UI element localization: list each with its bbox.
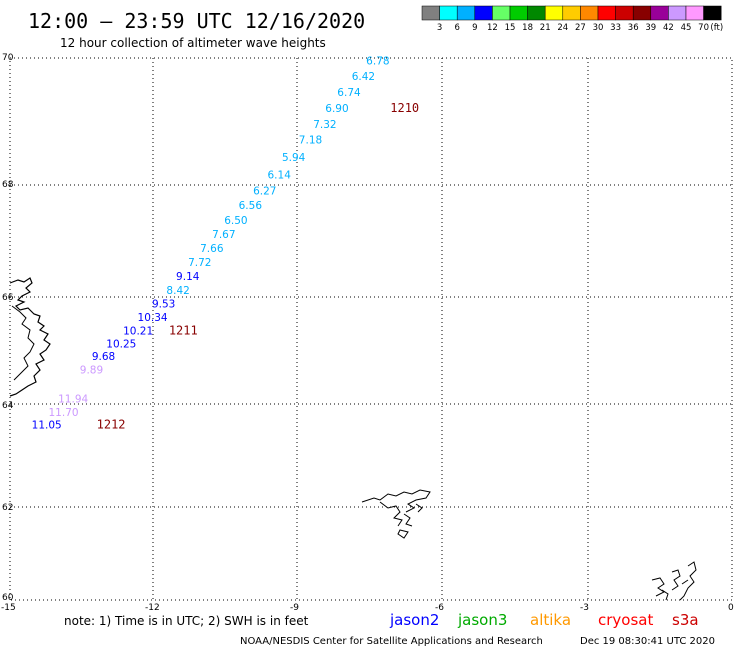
x-tick-minus12: -12 [145, 603, 160, 613]
color-legend: 3 6 9 12 15 18 21 24 27 30 33 36 39 42 45 70 (ft) [421, 5, 723, 33]
wave-height-value: 9.53 [152, 299, 175, 311]
legend-label: 33 [610, 23, 621, 33]
legend-swatch [580, 5, 599, 21]
x-tick-minus9: -9 [290, 603, 299, 613]
wave-height-value: 10.25 [106, 338, 136, 350]
map-frame [9, 57, 733, 601]
legend-swatch [615, 5, 634, 21]
wave-height-value: 9.68 [92, 351, 115, 363]
legend-swatch [632, 5, 652, 21]
x-tick-minus6: -6 [435, 603, 444, 613]
y-tick-68: 68 [2, 180, 14, 190]
legend-swatch [474, 5, 493, 21]
y-tick-70: 70 [2, 53, 14, 63]
legend-label: 42 [663, 23, 674, 33]
legend-label: 3 [437, 23, 442, 33]
time-label: 1210 [390, 101, 419, 115]
map-grid [9, 57, 733, 601]
wave-height-value: 5.94 [282, 152, 306, 164]
legend-label: 27 [575, 23, 586, 33]
legend-swatch [562, 5, 581, 21]
legend-swatch [685, 5, 704, 21]
legend-label: 24 [557, 23, 568, 33]
legend-swatch [509, 5, 528, 21]
legend-swatch [439, 5, 458, 21]
shetland-islands [651, 561, 697, 601]
wave-height-value: 6.50 [224, 215, 247, 227]
mission-legend: jason2 jason3 altika cryosat s3a [389, 611, 699, 629]
legend-label: 6 [454, 23, 459, 33]
wave-height-value: 6.27 [253, 186, 276, 198]
legend-label: 45 [681, 23, 692, 33]
wave-height-value: 7.67 [212, 229, 235, 241]
wave-height-value: 6.56 [239, 200, 263, 212]
legend-swatch [650, 5, 669, 21]
footer-note: note: 1) Time is in UTC; 2) SWH is in fe… [64, 614, 309, 628]
wave-height-value: 11.70 [49, 407, 79, 419]
iceland-coastline [9, 277, 51, 397]
legend-swatch [597, 5, 616, 21]
wave-height-value: 6.42 [352, 71, 375, 83]
mission-label-jason3: jason3 [457, 611, 507, 629]
wave-height-value: 6.14 [268, 170, 292, 182]
footer-credit: NOAA/NESDIS Center for Satellite Applica… [240, 636, 543, 647]
legend-label: 18 [522, 23, 533, 33]
legend-swatch [668, 5, 687, 21]
legend-label: 9 [472, 23, 477, 33]
mission-label-cryosat: cryosat [598, 611, 653, 629]
wave-height-value: 9.89 [80, 365, 103, 377]
map-title: 12:00 – 23:59 UTC 12/16/2020 [28, 9, 365, 33]
legend-swatch [703, 5, 722, 21]
wave-height-value: 6.74 [337, 87, 361, 99]
iceland-coastline-inner [11, 305, 35, 381]
wave-height-value: 9.14 [176, 271, 200, 283]
time-labels: 1210 1211 1212 [97, 101, 420, 432]
wave-height-value: 7.66 [200, 243, 224, 255]
legend-label: 36 [628, 23, 639, 33]
legend-label: 30 [593, 23, 604, 33]
mission-label-jason2: jason2 [389, 611, 439, 629]
time-label: 1211 [169, 323, 198, 337]
y-tick-64: 64 [2, 401, 14, 411]
legend-swatch [492, 5, 511, 21]
wave-height-value: 7.18 [299, 135, 322, 147]
wave-height-value: 10.34 [138, 312, 168, 324]
legend-swatch [544, 5, 564, 21]
legend-swatch [456, 5, 476, 21]
wave-height-value: 7.72 [188, 257, 211, 269]
legend-label: 21 [540, 23, 551, 33]
wave-height-value: 8.42 [166, 285, 189, 297]
legend-label: 70 [698, 23, 709, 33]
time-label: 1212 [97, 418, 126, 432]
wave-height-value: 7.32 [313, 119, 336, 131]
x-tick-minus15: -15 [1, 603, 16, 613]
y-tick-66: 66 [2, 293, 14, 303]
wave-height-value: 11.94 [58, 393, 88, 405]
wave-height-value: 6.90 [325, 103, 348, 115]
legend-swatch [527, 5, 546, 21]
mission-label-altika: altika [530, 611, 571, 629]
wave-height-value: 10.21 [123, 325, 153, 337]
mission-label-s3a: s3a [672, 611, 699, 629]
wave-height-value: 11.05 [32, 420, 62, 432]
x-tick-minus3: -3 [580, 603, 589, 613]
legend-swatch [421, 5, 440, 21]
wave-height-track: 6.78 6.42 6.74 6.90 7.32 7.18 5.94 6.14 6.27 6.56… [32, 55, 390, 431]
footer-timestamp: Dec 19 08:30:41 UTC 2020 [580, 636, 715, 647]
legend-unit: (ft) [710, 23, 723, 33]
map-subtitle: 12 hour collection of altimeter wave hei… [60, 36, 326, 50]
faroe-islands [361, 489, 431, 539]
y-tick-62: 62 [2, 503, 13, 513]
legend-label: 12 [487, 23, 498, 33]
legend-label: 39 [645, 23, 656, 33]
x-tick-0: 0 [728, 603, 734, 613]
y-tick-60: 60 [2, 593, 14, 603]
wave-height-value: 6.78 [366, 55, 389, 67]
legend-label: 15 [505, 23, 516, 33]
